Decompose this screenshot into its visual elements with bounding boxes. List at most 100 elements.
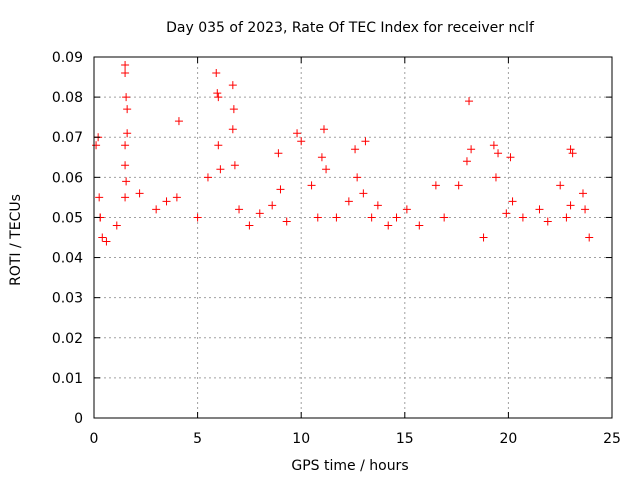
axis-ticks — [93, 56, 613, 419]
data-point — [508, 197, 517, 206]
data-point — [172, 193, 181, 202]
data-point — [489, 141, 498, 150]
data-point — [518, 213, 527, 222]
data-point — [102, 237, 111, 246]
x-tick-label: 20 — [499, 431, 517, 447]
data-point — [193, 213, 202, 222]
data-point — [229, 105, 238, 114]
x-axis-label: GPS time / hours — [291, 458, 408, 474]
y-tick-label: 0.04 — [52, 251, 83, 267]
y-tick-label: 0.08 — [52, 90, 83, 106]
data-point — [543, 217, 552, 226]
x-tick-label: 15 — [396, 431, 414, 447]
data-point — [152, 205, 161, 214]
data-point — [121, 69, 130, 78]
data-point — [255, 209, 264, 218]
y-tick-label: 0.07 — [52, 130, 83, 146]
data-point — [121, 193, 130, 202]
data-point — [392, 213, 401, 222]
data-point — [98, 233, 107, 242]
data-point — [359, 189, 368, 198]
y-tick-label: 0.09 — [52, 50, 83, 66]
data-point — [212, 69, 221, 78]
data-point — [319, 125, 328, 134]
data-point — [332, 213, 341, 222]
data-point — [216, 165, 225, 174]
data-points — [92, 61, 594, 246]
y-axis-tick-labels: 0 0.01 0.02 0.03 0.04 0.05 0.06 0.07 0.08 0.09 — [52, 50, 83, 427]
data-point — [135, 189, 144, 198]
data-point — [344, 197, 353, 206]
data-point — [566, 145, 575, 154]
data-point — [123, 105, 132, 114]
data-point — [506, 153, 515, 162]
data-point — [454, 181, 463, 190]
data-point — [556, 181, 565, 190]
data-point — [276, 185, 285, 194]
y-tick-label: 0 — [74, 411, 83, 427]
data-point — [228, 81, 237, 90]
data-point — [228, 125, 237, 134]
data-point — [112, 221, 121, 230]
data-point — [384, 221, 393, 230]
data-point — [361, 137, 370, 146]
chart-title: Day 035 of 2023, Rate Of TEC Index for r… — [166, 20, 535, 36]
data-point — [431, 181, 440, 190]
data-point — [123, 129, 132, 138]
data-point — [494, 149, 503, 158]
data-point — [491, 173, 500, 182]
data-point — [479, 233, 488, 242]
data-point — [268, 201, 277, 210]
y-tick-label: 0.02 — [52, 331, 83, 347]
grid-lines — [94, 57, 612, 418]
data-point — [121, 141, 130, 150]
data-point — [578, 189, 587, 198]
data-point — [307, 181, 316, 190]
data-point — [353, 173, 362, 182]
data-point — [415, 221, 424, 230]
data-point — [351, 145, 360, 154]
data-point — [282, 217, 291, 226]
data-point — [214, 141, 223, 150]
y-axis-label: ROTI / TECUs — [8, 194, 24, 286]
data-point — [121, 161, 130, 170]
data-point — [95, 193, 104, 202]
data-point — [245, 221, 254, 230]
data-point — [322, 165, 331, 174]
x-tick-label: 0 — [90, 431, 99, 447]
data-point — [92, 141, 101, 150]
data-point — [293, 129, 302, 138]
data-point — [562, 213, 571, 222]
data-point — [230, 161, 239, 170]
data-point — [214, 93, 223, 102]
data-point — [162, 197, 171, 206]
data-point — [502, 209, 511, 218]
data-point — [122, 93, 131, 102]
x-tick-label: 25 — [603, 431, 621, 447]
data-point — [213, 89, 222, 98]
data-point — [535, 205, 544, 214]
data-point — [568, 149, 577, 158]
data-point — [467, 145, 476, 154]
data-point — [402, 205, 411, 214]
data-point — [367, 213, 376, 222]
data-point — [297, 137, 306, 146]
data-point — [566, 201, 575, 210]
data-point — [121, 61, 130, 70]
data-point — [440, 213, 449, 222]
y-tick-label: 0.03 — [52, 291, 83, 307]
data-point — [373, 201, 382, 210]
data-point — [174, 117, 183, 126]
x-tick-label: 5 — [193, 431, 202, 447]
x-axis-tick-labels: 0 5 10 15 20 25 — [90, 431, 621, 447]
data-point — [203, 173, 212, 182]
data-point — [313, 213, 322, 222]
data-point — [585, 233, 594, 242]
y-tick-label: 0.06 — [52, 170, 83, 186]
data-point — [581, 205, 590, 214]
x-tick-label: 10 — [292, 431, 310, 447]
data-point — [122, 177, 131, 186]
data-point — [235, 205, 244, 214]
data-point — [274, 149, 283, 158]
